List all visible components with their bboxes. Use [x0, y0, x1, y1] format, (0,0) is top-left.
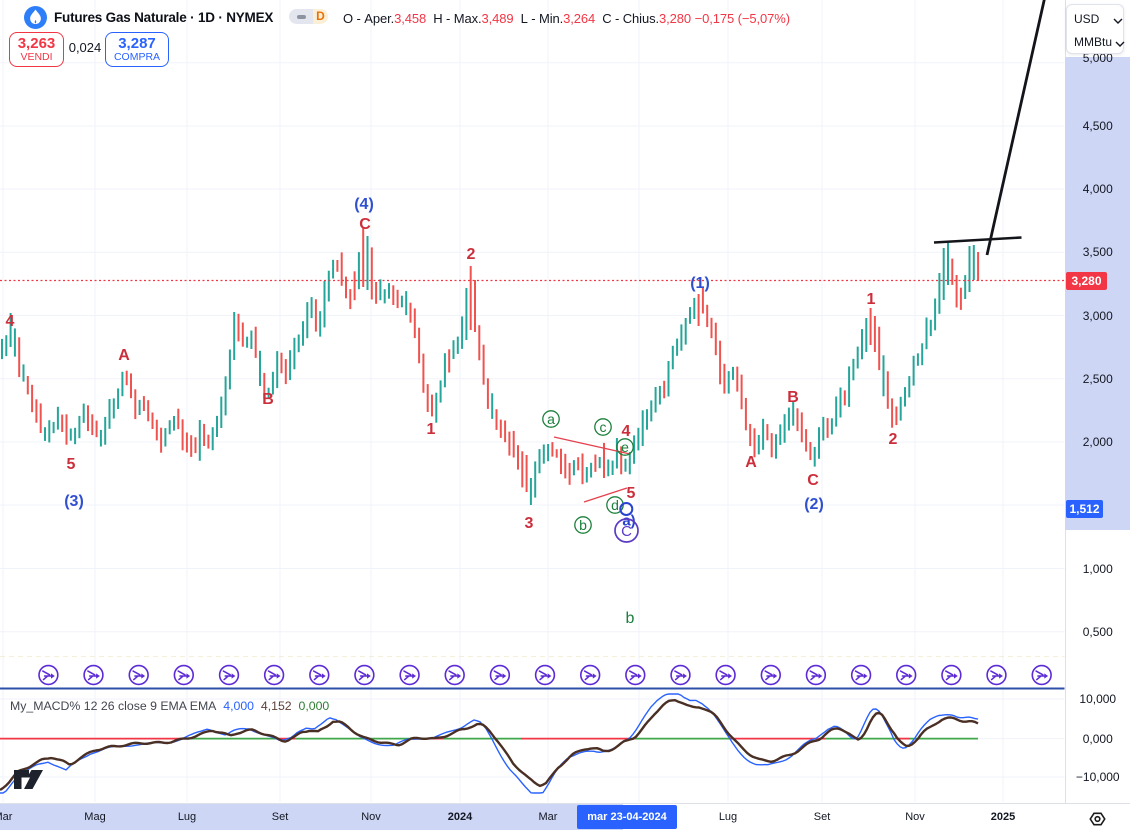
svg-text:A: A — [118, 347, 130, 364]
svg-text:B: B — [787, 389, 799, 406]
svg-text:A: A — [745, 454, 757, 471]
svg-text:b: b — [626, 610, 635, 627]
svg-text:a: a — [547, 411, 555, 427]
svg-text:c: c — [600, 419, 607, 435]
svg-text:5: 5 — [627, 485, 636, 502]
svg-text:B: B — [262, 391, 274, 408]
svg-text:(3): (3) — [64, 493, 84, 510]
svg-text:2: 2 — [889, 431, 898, 448]
svg-text:4: 4 — [622, 423, 631, 440]
svg-text:(2): (2) — [804, 496, 824, 513]
svg-text:(4): (4) — [354, 196, 374, 213]
svg-text:5: 5 — [67, 456, 76, 473]
svg-text:e: e — [621, 439, 629, 455]
svg-text:C: C — [621, 523, 632, 540]
svg-text:4: 4 — [6, 313, 15, 330]
svg-text:(1): (1) — [690, 275, 710, 292]
svg-text:b: b — [579, 517, 587, 533]
svg-text:3: 3 — [525, 515, 534, 532]
svg-text:2: 2 — [467, 246, 476, 263]
svg-text:1: 1 — [427, 421, 436, 438]
svg-text:a): a) — [622, 513, 635, 530]
svg-text:C: C — [359, 216, 371, 233]
svg-text:C: C — [807, 472, 819, 489]
svg-text:d: d — [611, 497, 619, 513]
svg-text:1: 1 — [867, 291, 876, 308]
